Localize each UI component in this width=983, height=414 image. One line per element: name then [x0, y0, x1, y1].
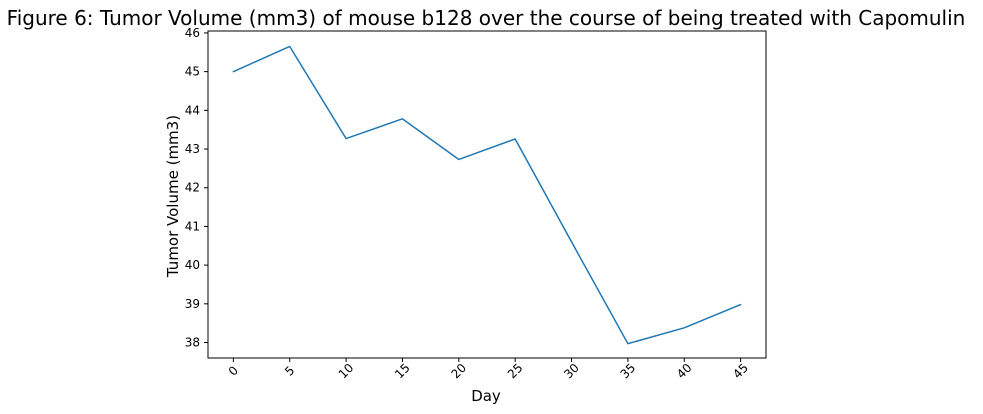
x-tick-label: 35	[618, 361, 639, 382]
y-axis: 38 39 40 41 42 43 44 45 46	[185, 26, 208, 350]
x-tick-label: 20	[448, 361, 469, 382]
x-axis-label: Day	[471, 387, 501, 405]
y-tick-label: 41	[185, 219, 200, 233]
x-tick-label: 45	[730, 361, 751, 382]
y-tick-label: 40	[185, 258, 200, 272]
x-tick-label: 25	[505, 361, 526, 382]
y-tick-label: 45	[185, 65, 200, 79]
y-tick-label: 38	[185, 336, 200, 350]
series-line-1	[232, 45, 742, 345]
chart-title: Figure 6: Tumor Volume (mm3) of mouse b1…	[7, 6, 966, 30]
x-tick-label: 10	[336, 361, 357, 382]
x-tick-label: 15	[392, 361, 413, 382]
y-axis-label: Tumor Volume (mm3)	[164, 115, 182, 278]
x-axis: 0 5 10 15 20 25 30 35 40 45	[226, 358, 751, 381]
x-tick-label: 0	[226, 363, 241, 378]
y-tick-label: 43	[185, 142, 200, 156]
y-tick-label: 39	[185, 297, 200, 311]
series-layer	[232, 45, 742, 345]
y-tick-label: 42	[185, 181, 200, 195]
y-tick-label: 46	[185, 26, 200, 40]
x-tick-label: 40	[674, 361, 695, 382]
y-tick-label: 44	[185, 103, 200, 117]
plot-area	[207, 30, 767, 359]
x-tick-label: 5	[282, 363, 297, 378]
x-tick-label: 30	[561, 361, 582, 382]
